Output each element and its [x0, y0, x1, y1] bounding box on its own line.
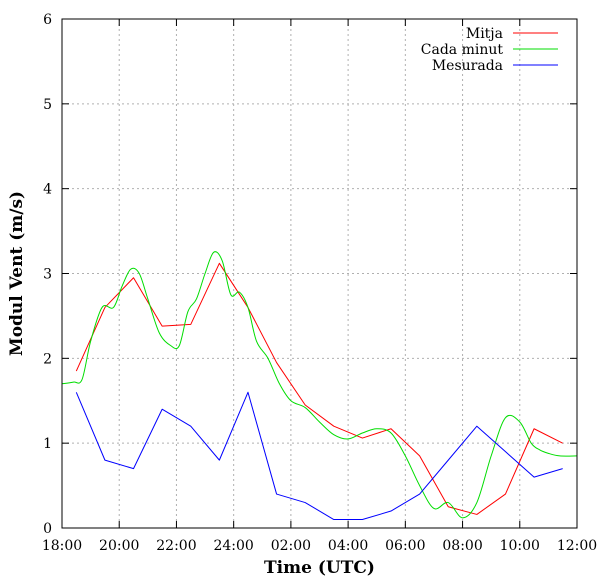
series-line-mitja [75, 262, 563, 515]
tick-labels: 18:00 20:00 22:00 24:00 02:00 04:00 06:00 08:00… [42, 12, 597, 554]
y-tick-label: 6 [43, 12, 52, 28]
x-tick-label: 08:00 [442, 538, 482, 554]
x-tick-label: 24:00 [213, 538, 253, 554]
series-line-mesurada [75, 391, 563, 521]
x-tick-label: 18:00 [42, 538, 82, 554]
y-tick-label: 1 [43, 436, 52, 452]
grid-lines [62, 19, 577, 528]
y-tick-label: 2 [43, 351, 52, 367]
x-tick-label: 04:00 [328, 538, 368, 554]
series-line-cada-minut [61, 251, 578, 519]
series-lines [61, 251, 578, 521]
legend-label-mesurada: Mesurada [432, 58, 503, 74]
x-axis-title: Time (UTC) [264, 558, 375, 576]
y-tick-label: 4 [43, 182, 52, 198]
x-tick-label: 10:00 [500, 538, 540, 554]
x-tick-label: 12:00 [557, 538, 597, 554]
y-tick-label: 5 [43, 97, 52, 113]
legend-label-cada-minut: Cada minut [421, 42, 504, 58]
plot-frame [61, 18, 578, 529]
y-tick-label: 0 [43, 521, 52, 537]
x-tick-label: 22:00 [156, 538, 196, 554]
x-tick-label: 06:00 [385, 538, 425, 554]
y-axis-title: Modul Vent (m/s) [7, 191, 27, 356]
y-tick-label: 3 [43, 267, 52, 283]
x-tick-label: 20:00 [99, 538, 139, 554]
x-tick-label: 02:00 [271, 538, 311, 554]
legend-label-mitja: Mitja [466, 26, 503, 42]
